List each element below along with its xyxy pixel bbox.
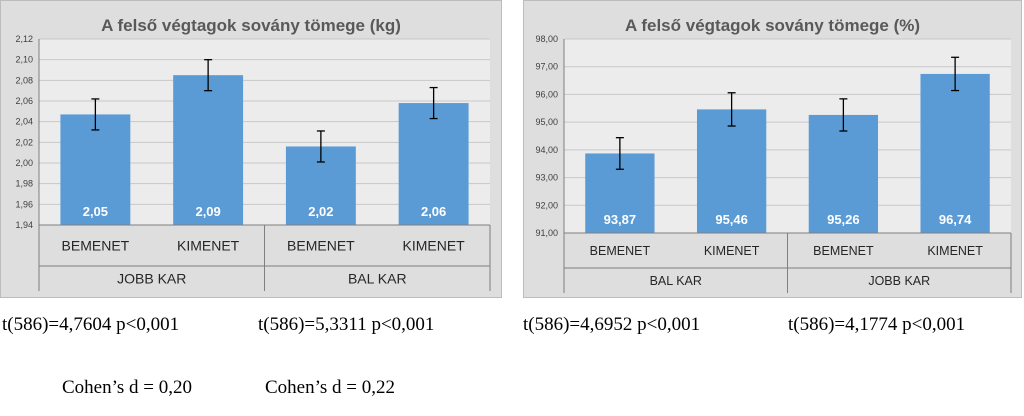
y-tick-label: 2,02 (15, 137, 33, 147)
y-tick-label: 1,96 (15, 199, 33, 209)
y-tick-label: 2,08 (15, 75, 33, 85)
x-tick-label: BEMENET (813, 244, 874, 258)
chart-title: A felső végtagok sovány tömege (%) (625, 16, 920, 35)
y-tick-label: 98,00 (535, 34, 558, 44)
y-tick-label: 94,00 (535, 145, 558, 155)
data-label: 2,06 (421, 204, 446, 219)
chart-kg: A felső végtagok sovány tömege (kg) 1,94 1… (15, 16, 491, 291)
x-tick-label: KIMENET (403, 238, 466, 254)
stat-t-bal-kar-percent: t(586)=4,6952 p<0,001 (523, 314, 701, 335)
chart-panel-kg: A felső végtagok sovány tömege (kg) 1,94 1… (0, 0, 502, 298)
bar (696, 109, 767, 233)
bar (173, 75, 244, 226)
stat-cohens-d-bal: Cohen’s d = 0,22 (265, 377, 395, 398)
y-tick-label: 97,00 (535, 62, 558, 72)
y-tick-label: 2,06 (15, 96, 33, 106)
chart-title: A felső végtagok sovány tömege (kg) (101, 16, 401, 35)
bar (398, 103, 469, 225)
y-tick-label: 96,00 (535, 89, 558, 99)
y-tick-label: 2,12 (15, 34, 33, 44)
chart-percent: A felső végtagok sovány tömege (%) 91,00 9… (535, 16, 1012, 293)
data-label: 96,74 (939, 212, 972, 227)
x-tick-label: BEMENET (287, 238, 355, 254)
y-tick-label: 1,98 (15, 179, 33, 189)
x-tick-label: BEMENET (62, 238, 130, 254)
stat-t-jobb-kar: t(586)=4,7604 p<0,001 (2, 314, 180, 335)
x-tick-label: KIMENET (927, 244, 983, 258)
chart-panel-percent: A felső végtagok sovány tömege (%) 91,00 9… (523, 0, 1022, 298)
x-group-label: BAL KAR (348, 271, 407, 287)
y-tick-label: 95,00 (535, 117, 558, 127)
data-label: 2,02 (308, 204, 333, 219)
y-tick-label: 91,00 (535, 228, 558, 238)
bar (60, 114, 131, 225)
y-tick-label: 92,00 (535, 200, 558, 210)
x-tick-label: KIMENET (704, 244, 760, 258)
x-tick-label: BEMENET (590, 244, 651, 258)
y-tick-label: 2,00 (15, 158, 33, 168)
x-tick-label: KIMENET (177, 238, 240, 254)
x-group-label: JOBB KAR (868, 274, 930, 288)
data-label: 95,26 (827, 212, 860, 227)
y-tick-label: 93,00 (535, 173, 558, 183)
bar (808, 114, 879, 233)
x-group-label: JOBB KAR (117, 271, 186, 287)
x-group-label: BAL KAR (650, 274, 702, 288)
stat-t-jobb-kar-percent: t(586)=4,1774 p<0,001 (788, 314, 966, 335)
bar (920, 73, 990, 233)
data-label: 93,87 (604, 212, 637, 227)
stat-cohens-d-jobb: Cohen’s d = 0,20 (62, 377, 192, 398)
data-label: 2,05 (83, 204, 108, 219)
y-tick-label: 2,10 (15, 55, 33, 65)
data-label: 2,09 (195, 204, 220, 219)
stat-t-bal-kar: t(586)=5,3311 p<0,001 (258, 314, 435, 335)
y-tick-label: 2,04 (15, 117, 33, 127)
data-label: 95,46 (715, 212, 748, 227)
y-tick-label: 1,94 (15, 220, 33, 230)
